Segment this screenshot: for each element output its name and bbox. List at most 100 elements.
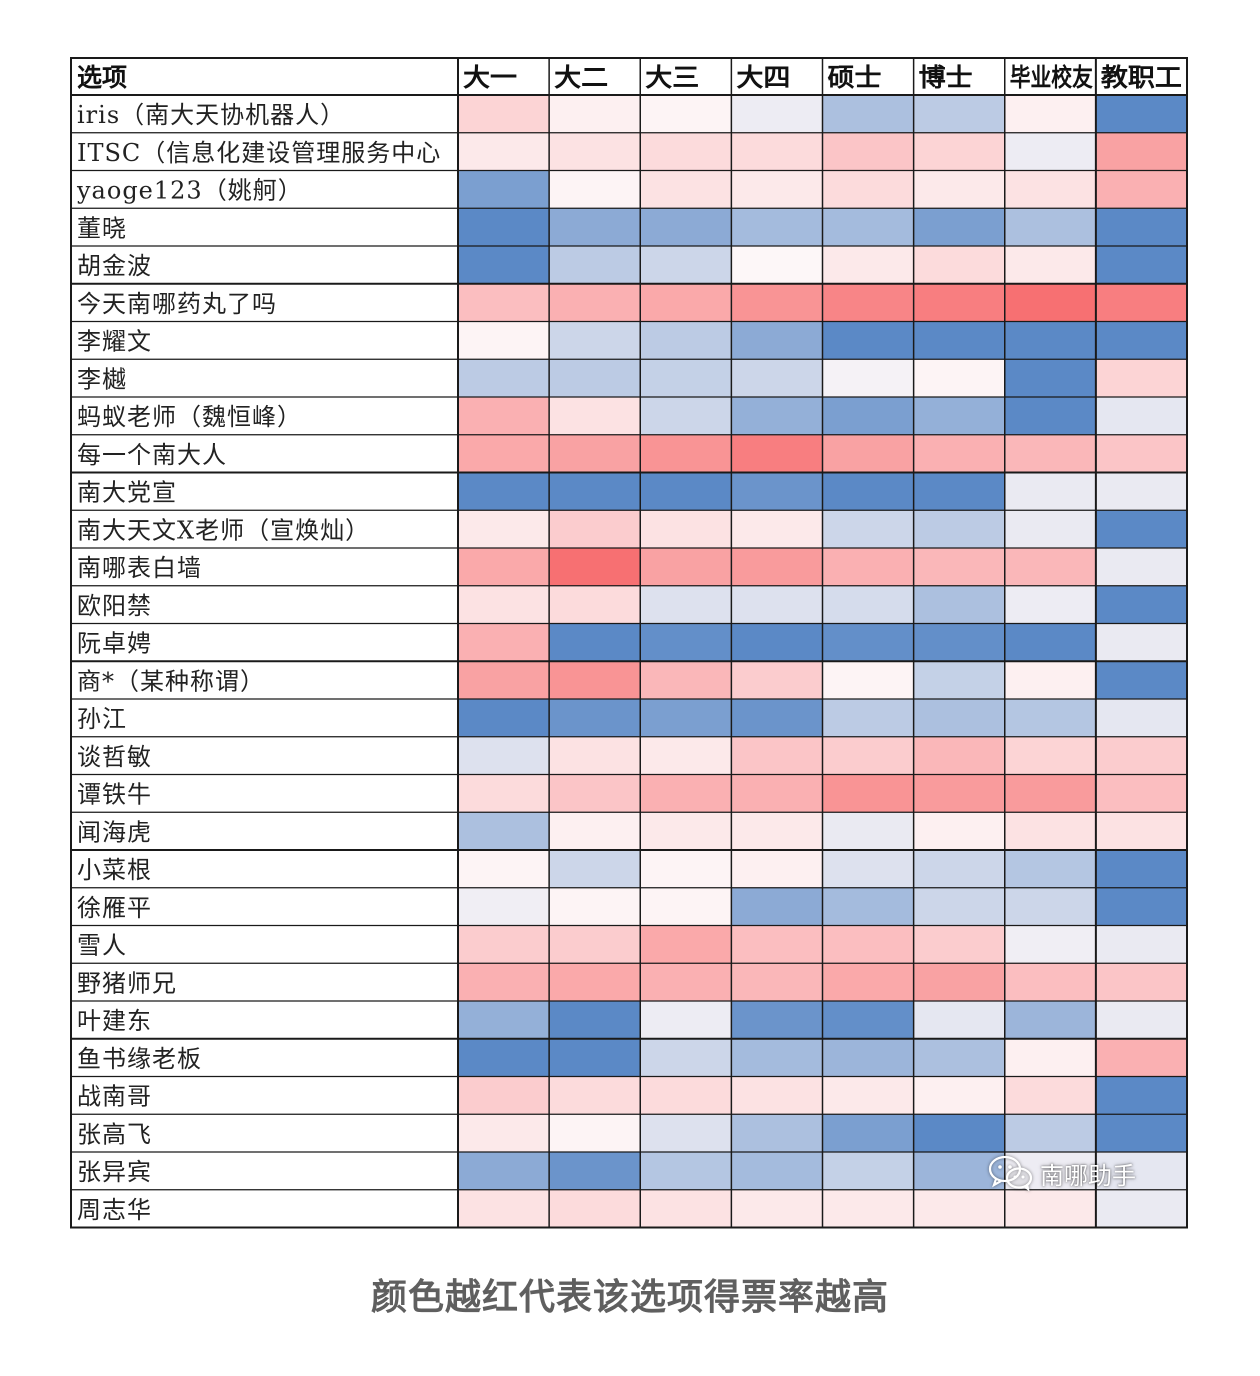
heatmap-cell <box>913 1189 1006 1228</box>
heatmap-cell <box>640 95 732 134</box>
header-label: 选项 <box>77 63 127 92</box>
heatmap-cell <box>822 359 915 398</box>
heatmap-cell <box>549 623 641 662</box>
heatmap-cell <box>640 774 732 813</box>
row-label: 张高飞 <box>77 1120 152 1148</box>
heatmap-cell <box>913 321 1006 360</box>
heatmap-cell <box>913 1001 1006 1040</box>
row-label: 欧阳禁 <box>77 592 152 620</box>
heatmap-cell <box>822 1038 915 1077</box>
heatmap-cell <box>1095 887 1188 926</box>
heatmap-cell <box>731 1152 823 1191</box>
heatmap-cell <box>822 736 915 775</box>
heatmap-cell <box>731 359 823 398</box>
heatmap-cell <box>731 95 823 134</box>
heatmap-gridlines <box>70 57 1188 1229</box>
heatmap-cell <box>1095 1189 1188 1228</box>
heatmap-cell <box>731 170 823 209</box>
heatmap-cell <box>731 699 823 738</box>
heatmap-cell <box>1004 925 1097 964</box>
heatmap-cell <box>913 736 1006 775</box>
heatmap-cell <box>731 887 823 926</box>
heatmap-cell <box>549 736 641 775</box>
watermark: 南哪助手 <box>988 1152 1136 1194</box>
heatmap-cell <box>913 1038 1006 1077</box>
heatmap-cell <box>640 963 732 1002</box>
heatmap-cell <box>822 925 915 964</box>
heatmap-cell <box>1095 585 1188 624</box>
heatmap-cell <box>913 812 1006 851</box>
heatmap-cell <box>731 510 823 549</box>
heatmap-cell <box>913 699 1006 738</box>
heatmap-cell <box>1004 850 1097 889</box>
heatmap-cell <box>640 132 732 171</box>
heatmap-cell <box>458 208 550 247</box>
heatmap-cell <box>822 1114 915 1153</box>
row-label: 蚂蚁老师（魏恒峰） <box>77 403 302 431</box>
heatmap-cell <box>640 321 732 360</box>
heatmap-cell <box>731 661 823 700</box>
row-label: ITSC（信息化建设管理服务中心 <box>77 139 441 167</box>
heatmap-cell <box>549 850 641 889</box>
heatmap-cell <box>549 132 641 171</box>
heatmap-cell <box>1095 1001 1188 1040</box>
heatmap-cell <box>822 1189 915 1228</box>
heatmap-cell <box>731 548 823 587</box>
heatmap-cell <box>1004 585 1097 624</box>
heatmap-cell <box>731 208 823 247</box>
heatmap-cell <box>549 1001 641 1040</box>
heatmap-cell <box>822 472 915 511</box>
heatmap-cell <box>1095 434 1188 473</box>
heatmap-cell <box>640 208 732 247</box>
heatmap-cell <box>913 283 1006 322</box>
heatmap-cell <box>822 774 915 813</box>
row-label: 谭铁牛 <box>77 781 152 809</box>
heatmap-cell <box>731 585 823 624</box>
heatmap-cell <box>822 850 915 889</box>
heatmap-cell <box>458 1001 550 1040</box>
heatmap-cell <box>822 1152 915 1191</box>
column-header: 大四 <box>736 63 790 92</box>
heatmap-cell <box>1095 1152 1188 1191</box>
heatmap-cell <box>640 283 732 322</box>
heatmap-cell <box>549 170 641 209</box>
heatmap-cell <box>1004 623 1097 662</box>
heatmap-cell <box>549 1152 641 1191</box>
heatmap-cell <box>1004 1038 1097 1077</box>
heatmap-cell <box>1095 1038 1188 1077</box>
row-label: 董晓 <box>77 214 127 242</box>
heatmap-cell <box>458 661 550 700</box>
heatmap-cell <box>1004 472 1097 511</box>
heatmap-cell <box>640 736 732 775</box>
heatmap-cell <box>640 661 732 700</box>
heatmap-cell <box>913 246 1006 285</box>
heatmap-cell <box>913 472 1006 511</box>
row-label: 每一个南大人 <box>77 441 227 469</box>
heatmap-cell <box>549 548 641 587</box>
heatmap-cell <box>1004 736 1097 775</box>
heatmap-cell <box>458 246 550 285</box>
row-label: 战南哥 <box>77 1083 152 1111</box>
heatmap-cell <box>822 283 915 322</box>
column-header: 博士 <box>919 63 973 92</box>
heatmap-cell <box>640 1114 732 1153</box>
row-label: 李耀文 <box>77 328 152 356</box>
heatmap-cell <box>822 699 915 738</box>
heatmap-cell <box>1095 472 1188 511</box>
heatmap-cell <box>1004 321 1097 360</box>
column-header: 毕业校友 <box>1010 63 1093 92</box>
heatmap-cell <box>731 132 823 171</box>
heatmap-cell <box>640 170 732 209</box>
row-label: 闻海虎 <box>77 818 152 846</box>
heatmap-cell <box>1095 208 1188 247</box>
heatmap-cell <box>1004 397 1097 436</box>
heatmap-cell <box>1004 661 1097 700</box>
row-label: 鱼书缘老板 <box>77 1045 202 1073</box>
heatmap-cell <box>549 1076 641 1115</box>
heatmap-cell <box>640 472 732 511</box>
heatmap-cell <box>822 170 915 209</box>
heatmap-cell <box>731 1001 823 1040</box>
heatmap-cell <box>1004 548 1097 587</box>
heatmap-cell <box>549 434 641 473</box>
heatmap-cell <box>458 397 550 436</box>
